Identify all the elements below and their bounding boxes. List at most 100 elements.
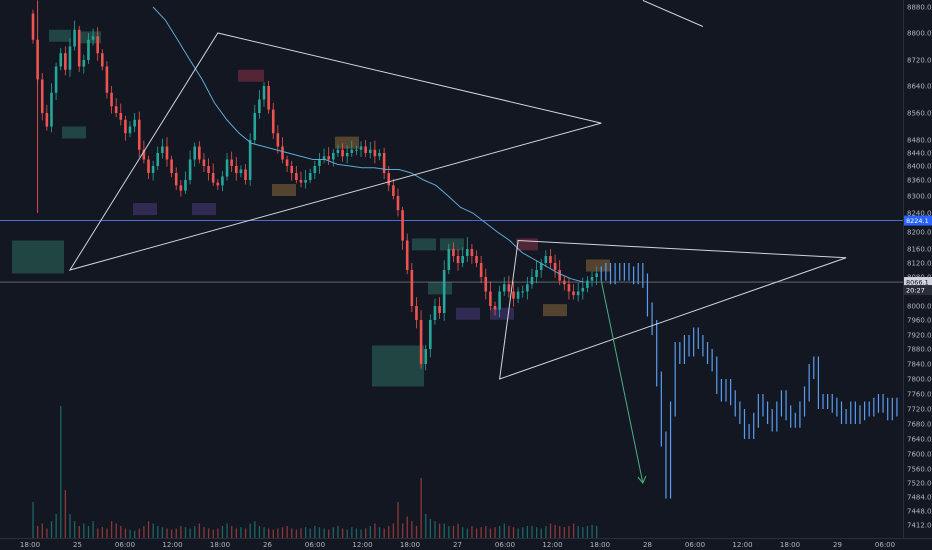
candle-body [345,153,349,157]
candle-body [378,153,381,157]
candle-body [461,256,464,263]
volume-bar [485,526,487,538]
candle-body [170,159,173,173]
price-tick-label: 7960.0 [907,317,932,325]
candle-body [401,210,404,241]
candle-body [193,146,196,160]
volume-bar [124,528,127,538]
candle-body [336,149,340,153]
volume-bar [87,526,90,538]
volume-bar [540,528,542,538]
signal-box [192,203,216,216]
time-tick-label: 06:00 [495,541,515,549]
volume-bar [300,528,302,538]
time-tick-label: 25 [73,541,82,549]
signal-box [440,238,464,251]
price-tag-label: 20:27 [906,287,925,295]
volume-bar [526,526,529,538]
candle-body [239,169,243,173]
time-tick-label: 27 [453,541,462,549]
volume-bar [397,502,399,538]
time-tick-label: 29 [833,541,842,549]
volume-bar [194,526,196,538]
candle-body [433,306,437,320]
volume-bar [462,527,464,538]
candle-body [530,277,534,285]
volume-bar [231,526,233,538]
candle-body [147,159,150,173]
time-tick-label: 26 [263,541,272,549]
volume-bar [568,526,570,538]
candle-body [373,149,377,157]
candle-body [133,119,136,127]
volume-bar [328,529,330,538]
volume-bar [512,527,515,538]
horizontal-lines [0,220,903,283]
candle-body [558,270,561,281]
candle-body [507,284,511,292]
volume-bar [531,526,533,538]
candle-body [119,113,123,120]
price-tick-label: 7600.0 [907,451,932,459]
moving-average [152,6,584,283]
signal-box [62,126,86,139]
volume-bar [134,530,136,538]
volume-bar [115,523,117,538]
volume-bar [480,527,482,538]
volume-bar [429,518,432,538]
candle-body [456,256,460,263]
candle-body [96,36,99,54]
pattern-annotations [68,0,847,484]
candle-body [498,291,501,310]
candle-body [539,263,543,270]
volume-bar [378,527,381,538]
candle-body [567,284,571,292]
signal-box [456,307,480,320]
candle-body [581,287,585,292]
candle-body [576,291,580,296]
volume-bar [143,526,145,538]
volume-bar [226,523,228,538]
projection-arrowhead [637,475,647,484]
signal-box [372,345,424,387]
price-tick-label: 7680.0 [907,421,932,429]
volume-bar [240,527,242,538]
volume-bar [166,528,168,538]
candle-body [50,92,53,127]
volume-bar [388,526,390,538]
candle-body [313,166,317,173]
candle-body [165,146,169,160]
volume-bar [110,521,113,538]
price-tick-label: 7920.0 [907,332,932,340]
volume-bar [332,527,334,538]
price-tag-box [904,285,932,296]
candle-body [156,153,160,166]
price-tag-label: 8224.1 [906,217,929,225]
volume-bar [415,526,418,538]
candle-body [424,349,427,364]
candle-body [142,149,146,160]
price-tick-label: 8560.0 [907,110,932,118]
trend-line [600,280,644,484]
candle-body [258,99,261,113]
candle-body [392,185,395,196]
trend-line [642,0,704,27]
volume-bar [572,523,575,538]
price-tag-label: 8066.1 [906,279,929,287]
volume-bar [596,526,598,538]
price-tick-label: 7800.0 [907,376,932,384]
candle-body [45,113,49,127]
time-tick-label: 06:00 [685,541,705,549]
candle-body [295,173,298,180]
volume-bar [73,521,76,538]
candle-body [110,92,113,107]
candle-body [77,29,81,67]
volume-bar [586,526,589,538]
time-tick-label: 06:00 [875,541,895,549]
volume-bar [434,521,436,538]
volume-bar [64,490,67,538]
candle-body [73,29,76,47]
candle-body [105,66,109,93]
